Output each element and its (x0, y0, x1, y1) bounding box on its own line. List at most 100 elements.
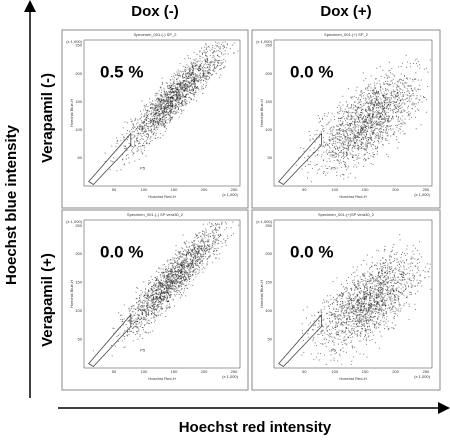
dot (165, 100, 167, 102)
dot (158, 281, 160, 283)
dot (358, 147, 360, 149)
dot (373, 117, 375, 119)
dot (373, 111, 375, 113)
dot (189, 72, 191, 74)
dot (205, 85, 207, 87)
dot (211, 47, 213, 49)
dot (153, 108, 155, 110)
dot (121, 134, 123, 136)
dot (365, 116, 367, 117)
dot (157, 297, 159, 299)
dot (328, 136, 330, 138)
dot (143, 142, 145, 144)
dot (176, 87, 178, 89)
dot (419, 64, 420, 66)
dot (148, 130, 150, 132)
dot (164, 119, 166, 121)
dot (192, 70, 194, 72)
dot (360, 147, 362, 149)
dot (128, 320, 130, 322)
dot (193, 92, 195, 94)
dot (158, 271, 160, 273)
dot (126, 155, 127, 156)
dot (169, 284, 171, 286)
dot (378, 112, 380, 114)
dot (395, 96, 396, 98)
dot (401, 103, 403, 105)
dot (148, 291, 150, 293)
dot (356, 137, 358, 138)
dot (324, 113, 326, 115)
dot (199, 258, 201, 260)
dot (198, 233, 200, 235)
dot (365, 145, 367, 147)
dot (409, 114, 411, 116)
dot (353, 95, 355, 97)
dot (159, 104, 161, 106)
dot (117, 140, 119, 141)
dot (154, 114, 156, 115)
dot (141, 136, 143, 138)
dot (334, 143, 336, 145)
dot (146, 142, 148, 144)
dot (166, 93, 168, 95)
dot (156, 121, 158, 123)
dot (170, 294, 172, 296)
dot (157, 285, 159, 287)
dot (155, 309, 157, 310)
dot (152, 299, 154, 300)
dot (383, 121, 385, 123)
dot (148, 143, 150, 145)
dot (368, 119, 369, 121)
dot (403, 133, 405, 135)
dot (180, 278, 182, 279)
dot (150, 296, 152, 298)
dot (178, 108, 179, 110)
dot (196, 256, 198, 258)
dot (222, 48, 224, 50)
dot (414, 106, 416, 107)
dot (180, 263, 182, 265)
dot (208, 251, 210, 252)
dot (342, 104, 344, 106)
percent-label: 0.0 % (290, 62, 333, 81)
dot (173, 81, 175, 83)
dot (353, 104, 355, 106)
dot (186, 245, 188, 247)
dot (314, 141, 316, 143)
dot (382, 102, 384, 104)
dot (379, 66, 381, 68)
dot (219, 69, 221, 70)
dot (185, 278, 187, 280)
dot (153, 314, 155, 316)
dot (358, 117, 360, 118)
dot (172, 91, 174, 93)
dot (150, 128, 152, 130)
dot (212, 61, 214, 63)
dot (178, 252, 180, 254)
dot (156, 104, 158, 106)
dot (161, 110, 163, 112)
dot (190, 261, 192, 263)
dot (394, 83, 396, 85)
dot (150, 114, 152, 116)
dot (369, 93, 370, 94)
dot (181, 294, 183, 295)
dot (132, 154, 134, 156)
dot (185, 260, 187, 262)
dot (159, 114, 161, 116)
dot (188, 278, 190, 280)
dot (162, 122, 164, 124)
dot (165, 94, 167, 96)
dot (126, 158, 127, 160)
dot (356, 140, 358, 142)
dot (410, 88, 412, 90)
dot (139, 142, 141, 144)
dot (394, 131, 396, 133)
dot (146, 117, 148, 119)
dot (171, 102, 173, 104)
dot (156, 118, 158, 120)
dot (174, 108, 176, 110)
dot (170, 288, 172, 290)
dot (177, 292, 179, 293)
